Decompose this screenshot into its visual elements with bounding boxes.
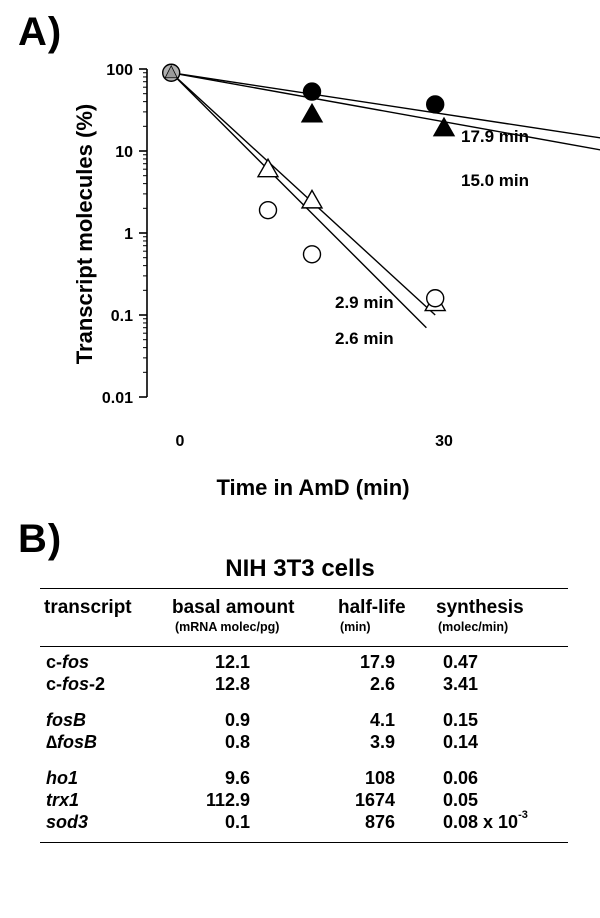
row-half-life: 4.1: [369, 710, 395, 730]
table-bottom-rule: [40, 842, 568, 843]
open-triangle-point: [256, 157, 280, 178]
filled-triangle-point: [300, 102, 324, 123]
y-tick-label: 100: [106, 62, 133, 79]
table-row: c-fos 12.1 17.9 0.47: [40, 652, 568, 674]
row-half-life: 3.9: [369, 732, 395, 752]
row-half-life: 17.9: [359, 652, 395, 672]
row-synthesis: 0.15: [443, 710, 479, 730]
table-header-rule: [40, 646, 568, 647]
row-transcript: sod3: [46, 812, 89, 832]
open-triangle-point: [300, 188, 324, 209]
filled-triangle-point: [432, 116, 456, 137]
table-body: c-fos 12.1 17.9 0.47 c-fos-2 12.8 2.6 3.…: [40, 647, 568, 842]
open-circle-point: [258, 200, 278, 220]
row-transcript: ∆fosB: [46, 732, 98, 752]
row-transcript: c-fos: [46, 652, 90, 672]
header-basal-unit: (mRNA molec/pg): [175, 620, 280, 634]
table-row: sod3 0.1 876 0.08 x 10-3: [40, 809, 568, 834]
filled-circle-point: [302, 82, 322, 101]
x-tick-label: 30: [435, 433, 453, 450]
table-row: ho1 9.6 108 0.06: [40, 768, 568, 790]
header-transcript: transcript: [44, 597, 132, 618]
decay-chart: 0.010.111010003060Time in AmD (min)Trans…: [72, 62, 600, 500]
data-points: [161, 63, 456, 312]
y-axis-label: Transcript molecules (%): [72, 104, 97, 364]
row-synthesis: 0.06: [443, 768, 479, 788]
y-tick-label: 0.01: [102, 390, 133, 407]
row-synthesis: 3.41: [443, 674, 479, 694]
row-basal: 0.1: [224, 812, 250, 832]
row-transcript: ho1: [46, 768, 79, 788]
row-half-life: 1674: [354, 790, 395, 810]
half-life-annotation: 2.9 min: [335, 293, 394, 312]
row-basal: 0.8: [224, 732, 250, 752]
fit-line: [170, 72, 436, 316]
half-life-annotation: 17.9 min: [461, 127, 529, 146]
x-tick-label: 0: [176, 433, 185, 450]
row-transcript: trx1: [46, 790, 80, 810]
data-table: transcript basal amount (mRNA molec/pg) …: [40, 588, 568, 843]
fit-line: [171, 72, 600, 151]
open-circle-point: [302, 245, 322, 264]
row-basal: 12.1: [214, 652, 250, 672]
panel-b-label: B): [18, 517, 63, 561]
fit-lines: [170, 72, 600, 329]
row-synthesis: 0.05: [443, 790, 479, 810]
row-synthesis: 0.08 x 10-3: [443, 809, 528, 832]
header-basal: basal amount: [172, 597, 295, 618]
filled-circle-point: [426, 95, 445, 114]
row-half-life: 876: [364, 812, 395, 832]
header-half-life-unit: (min): [340, 620, 371, 634]
chart-axes: [139, 68, 148, 398]
y-tick-label: 0.1: [111, 308, 133, 325]
row-basal: 9.6: [224, 768, 250, 788]
half-life-annotation: 15.0 min: [461, 171, 529, 190]
chart-labels: 0.010.111010003060Time in AmD (min)Trans…: [72, 62, 529, 500]
table-row: trx1 112.9 1674 0.05: [40, 790, 568, 812]
row-transcript: fosB: [46, 710, 86, 730]
row-half-life: 2.6: [369, 674, 395, 694]
row-synthesis: 0.47: [443, 652, 479, 672]
start-triangle-point: [164, 64, 178, 79]
header-synthesis-unit: (molec/min): [438, 620, 509, 634]
header-half-life: half-life: [338, 597, 406, 618]
row-basal: 12.8: [214, 674, 250, 694]
y-tick-label: 10: [115, 144, 133, 161]
open-circle-point: [426, 289, 445, 308]
x-axis-label: Time in AmD (min): [216, 475, 409, 500]
half-life-annotation: 2.6 min: [335, 329, 394, 348]
row-basal: 112.9: [205, 790, 250, 810]
table-top-rule: [40, 588, 568, 589]
table-row: c-fos-2 12.8 2.6 3.41: [40, 674, 568, 696]
table-title: NIH 3T3 cells: [225, 555, 375, 582]
header-synthesis: synthesis: [436, 597, 524, 618]
fit-line: [170, 72, 427, 329]
row-basal: 0.9: [224, 710, 250, 730]
y-tick-label: 1: [124, 226, 133, 243]
panel-a-label: A): [18, 10, 63, 54]
table-row: ∆fosB 0.8 3.9 0.14: [40, 732, 568, 754]
row-half-life: 108: [364, 768, 395, 788]
table-header: transcript basal amount (mRNA molec/pg) …: [40, 589, 568, 646]
row-transcript: c-fos-2: [46, 674, 106, 694]
row-synthesis: 0.14: [443, 732, 479, 752]
table-row: fosB 0.9 4.1 0.15: [40, 710, 568, 732]
